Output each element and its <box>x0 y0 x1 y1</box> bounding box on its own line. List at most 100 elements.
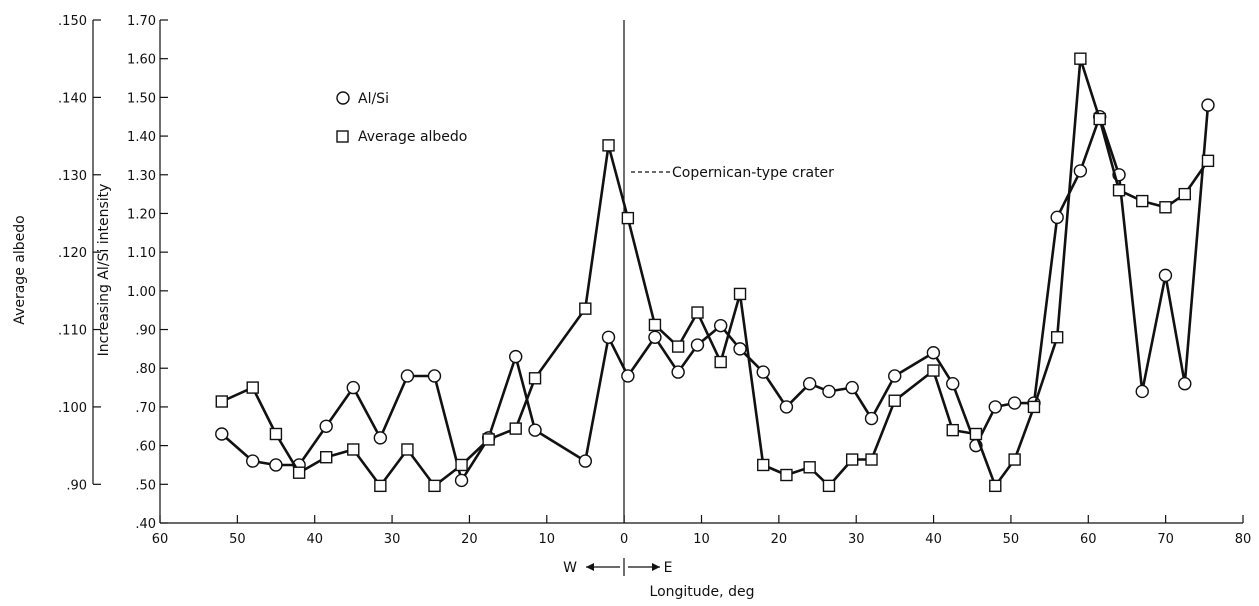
albedo-data-point <box>888 394 901 407</box>
alsi-y-tick-label: .80 <box>135 362 156 377</box>
albedo-y-tick-label: .140 <box>58 91 87 106</box>
alsi-data-point <box>319 419 333 433</box>
albedo-data-point <box>691 306 704 319</box>
albedo-data-point <box>1159 201 1172 214</box>
albedo-data-point <box>671 340 685 353</box>
alsi-data-point <box>1007 396 1022 410</box>
albedo-data-point <box>1093 112 1106 126</box>
west-arrow-head <box>586 563 594 571</box>
east-label: E <box>664 560 673 576</box>
albedo-data-point <box>989 479 1002 493</box>
alsi-y-tick-label: .50 <box>135 478 156 493</box>
albedo-data-point <box>621 211 635 225</box>
x-tick-label: 30 <box>384 532 401 547</box>
alsi-data-point <box>926 346 941 360</box>
alsi-y-tick-label: 1.70 <box>127 14 156 29</box>
albedo-data-point <box>482 433 495 446</box>
legend: Al/Si Average albedo <box>336 91 467 145</box>
albedo-y-tick-label: .120 <box>58 246 87 261</box>
alsi-data-point <box>1158 268 1173 283</box>
x-tick-label: 60 <box>1080 532 1097 547</box>
alsi-data-point <box>822 384 836 399</box>
legend-square-marker <box>336 130 349 143</box>
legend-label-alsi: Al/Si <box>358 91 389 107</box>
x-axis-title: Longitude, deg <box>650 584 755 600</box>
series-layer <box>215 52 1215 493</box>
albedo-y-tick-label: .130 <box>58 169 87 184</box>
legend-label-albedo: Average albedo <box>358 129 467 145</box>
albedo-data-point <box>865 453 878 466</box>
albedo-data-point <box>927 364 940 377</box>
legend-circle-marker <box>336 91 350 105</box>
alsi-y-tick-label: 1.60 <box>127 53 156 68</box>
alsi-data-point <box>269 458 283 472</box>
alsi-data-point <box>946 377 960 391</box>
alsi-data-point <box>246 454 260 468</box>
alsi-data-point <box>454 473 469 488</box>
albedo-data-point <box>946 423 959 437</box>
alsi-y-tick-label: 1.40 <box>127 130 156 145</box>
alsi-data-point <box>373 431 388 445</box>
alsi-y-tick-label: 1.10 <box>127 246 156 261</box>
ticks: 60 50 40 30 20 10 0 10 20 30 40 50 60 70 80 .40 .50 .60 .7… <box>58 14 1251 547</box>
albedo-data-point <box>509 422 522 435</box>
albedo-y-tick-label: .110 <box>58 324 87 339</box>
alsi-data-point <box>427 369 442 383</box>
alsi-data-point <box>346 380 360 395</box>
albedo-data-point <box>401 443 414 456</box>
albedo-data-point <box>320 451 333 464</box>
east-arrow-head <box>652 563 660 571</box>
x-tick-label: 50 <box>1003 532 1020 547</box>
alsi-data-point <box>648 330 662 344</box>
albedo-series-line <box>221 57 1210 488</box>
albedo-data-point <box>1074 52 1087 65</box>
albedo-data-point <box>845 453 859 466</box>
alsi-y-tick-label: 1.30 <box>127 169 156 184</box>
albedo-data-point <box>1136 194 1149 208</box>
alsi-data-point <box>1135 384 1149 399</box>
x-tick-label: 60 <box>152 532 169 547</box>
alsi-data-point <box>779 400 794 414</box>
x-tick-label: 50 <box>229 532 246 547</box>
albedo-data-point <box>822 479 836 493</box>
alsi-y-tick-label: .90 <box>135 324 156 339</box>
left-y-axis-title: Average albedo <box>12 215 28 324</box>
albedo-data-point <box>648 318 662 332</box>
albedo-y-tick-label: .100 <box>58 401 87 416</box>
albedo-data-point <box>733 287 747 301</box>
alsi-series-line <box>220 104 1210 482</box>
x-tick-label: 70 <box>1157 532 1174 547</box>
alsi-data-point <box>845 380 859 395</box>
albedo-data-point <box>780 468 793 482</box>
albedo-data-point <box>1112 184 1126 197</box>
alsi-data-point <box>1050 210 1064 225</box>
axes <box>92 20 1243 524</box>
x-tick-label: 20 <box>771 532 788 547</box>
copernican-annotation: Copernican-type crater <box>631 165 834 181</box>
alsi-y-tick-label: 1.20 <box>127 207 156 222</box>
albedo-data-point <box>246 381 259 394</box>
x-tick-label: 40 <box>925 532 942 547</box>
alsi-data-point <box>578 454 593 468</box>
alsi-data-point <box>671 365 685 379</box>
x-tick-label: 10 <box>539 532 556 547</box>
right-y-axis-title: Increasing Al/Si intensity <box>96 184 112 357</box>
albedo-data-point <box>292 466 306 479</box>
albedo-data-point <box>428 479 441 493</box>
albedo-y-tick-label: .150 <box>58 14 87 29</box>
x-tick-label: 80 <box>1235 532 1252 547</box>
alsi-data-point <box>864 411 879 426</box>
alsi-data-point <box>215 427 229 441</box>
albedo-data-point <box>455 458 468 472</box>
alsi-data-point <box>1201 98 1215 112</box>
alsi-data-point <box>1178 377 1192 391</box>
albedo-data-point <box>1027 400 1041 414</box>
alsi-data-point <box>713 318 728 333</box>
albedo-y-tick-label: .90 <box>66 478 87 493</box>
albedo-data-point <box>269 427 283 441</box>
albedo-data-point <box>374 479 387 493</box>
alsi-data-point <box>988 400 1002 414</box>
albedo-data-point <box>714 355 727 369</box>
alsi-data-point <box>400 369 415 383</box>
